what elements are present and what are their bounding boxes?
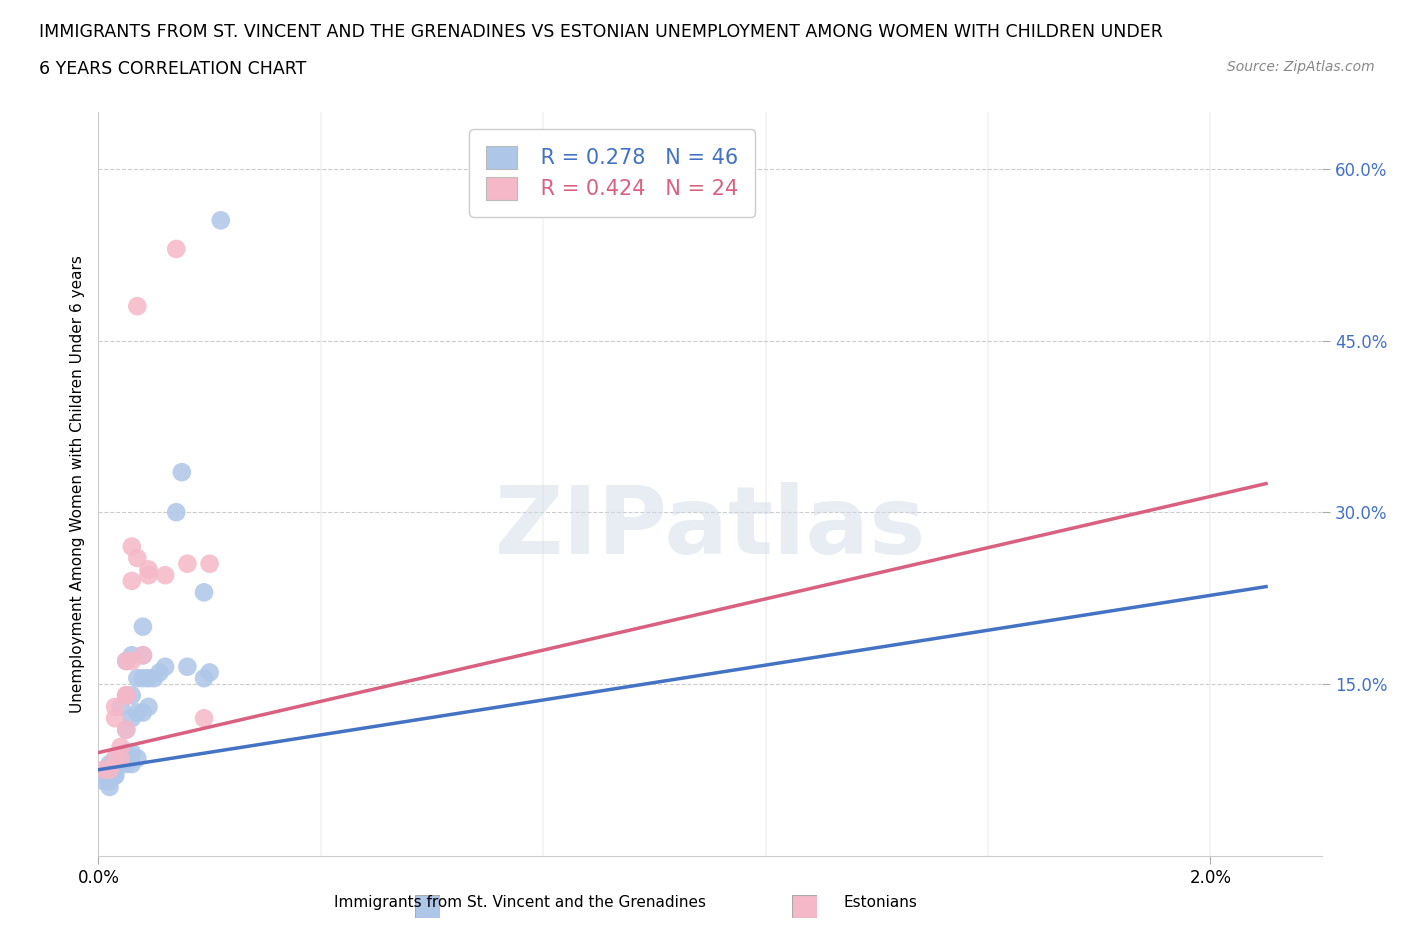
Point: [115, 723, 138, 737]
Point: [143, 671, 166, 685]
Point: [132, 648, 155, 663]
Point: [115, 654, 138, 669]
Point: [209, 213, 232, 228]
Point: [176, 659, 198, 674]
Point: [153, 659, 176, 674]
Point: [93, 763, 115, 777]
Point: [193, 585, 215, 600]
Point: [104, 763, 127, 777]
Point: [193, 671, 215, 685]
Point: [115, 757, 138, 772]
Point: [138, 562, 160, 577]
Point: [98, 757, 121, 772]
Point: [110, 699, 132, 714]
Point: [104, 768, 127, 783]
Point: [98, 774, 121, 789]
Point: [121, 688, 143, 703]
Point: [127, 299, 149, 313]
Point: [132, 648, 155, 663]
Point: [132, 671, 155, 685]
Point: [193, 711, 215, 725]
Point: [110, 751, 132, 765]
Point: [98, 763, 121, 777]
Point: [138, 671, 160, 685]
Point: [115, 688, 138, 703]
Text: IMMIGRANTS FROM ST. VINCENT AND THE GRENADINES VS ESTONIAN UNEMPLOYMENT AMONG WO: IMMIGRANTS FROM ST. VINCENT AND THE GREN…: [39, 23, 1163, 41]
Y-axis label: Unemployment Among Women with Children Under 6 years: Unemployment Among Women with Children U…: [69, 255, 84, 712]
Point: [104, 751, 127, 765]
Point: [93, 763, 115, 777]
Point: [115, 688, 138, 703]
Point: [104, 699, 127, 714]
Point: [127, 751, 149, 765]
Point: [104, 763, 127, 777]
Point: [115, 688, 138, 703]
Point: [115, 654, 138, 669]
Text: Source: ZipAtlas.com: Source: ZipAtlas.com: [1227, 60, 1375, 74]
Point: [110, 751, 132, 765]
Point: [132, 619, 155, 634]
Point: [138, 699, 160, 714]
FancyBboxPatch shape: [415, 895, 440, 918]
Point: [115, 745, 138, 760]
Legend:  R = 0.278   N = 46,  R = 0.424   N = 24: R = 0.278 N = 46, R = 0.424 N = 24: [470, 129, 755, 217]
Point: [104, 751, 127, 765]
Point: [198, 665, 221, 680]
Point: [110, 739, 132, 754]
Point: [98, 768, 121, 783]
FancyBboxPatch shape: [792, 895, 817, 918]
Text: Immigrants from St. Vincent and the Grenadines: Immigrants from St. Vincent and the Gren…: [335, 895, 706, 910]
Point: [153, 567, 176, 582]
Text: 6 YEARS CORRELATION CHART: 6 YEARS CORRELATION CHART: [39, 60, 307, 78]
Point: [149, 665, 172, 680]
Point: [165, 505, 187, 520]
Point: [115, 723, 138, 737]
Point: [93, 774, 115, 789]
Point: [138, 567, 160, 582]
Point: [127, 551, 149, 565]
Point: [176, 556, 198, 571]
Point: [198, 556, 221, 571]
Point: [104, 768, 127, 783]
Point: [121, 711, 143, 725]
Point: [110, 757, 132, 772]
Point: [170, 465, 193, 480]
Text: Estonians: Estonians: [844, 895, 918, 910]
Point: [121, 574, 143, 589]
Point: [104, 757, 127, 772]
Point: [104, 711, 127, 725]
Point: [98, 779, 121, 794]
Point: [127, 671, 149, 685]
Point: [121, 745, 143, 760]
Point: [165, 242, 187, 257]
Point: [121, 539, 143, 554]
Text: ZIPatlas: ZIPatlas: [495, 483, 925, 574]
Point: [121, 648, 143, 663]
Point: [132, 705, 155, 720]
Point: [93, 768, 115, 783]
Point: [110, 751, 132, 765]
Point: [121, 654, 143, 669]
Point: [121, 757, 143, 772]
Point: [127, 705, 149, 720]
